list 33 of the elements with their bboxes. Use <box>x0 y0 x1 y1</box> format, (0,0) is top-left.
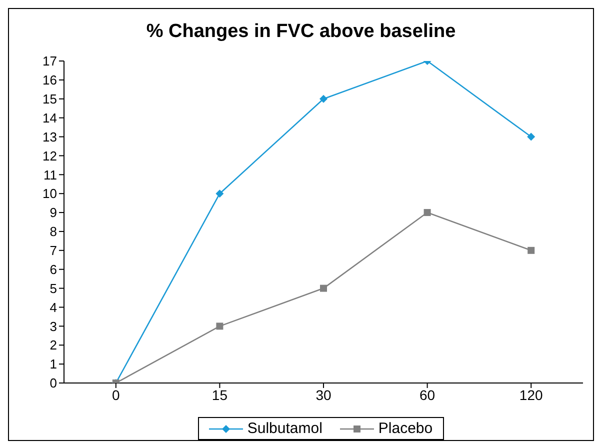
x-tick-label: 15 <box>212 386 228 403</box>
point <box>320 284 327 292</box>
point <box>216 190 224 198</box>
y-tick-label: 6 <box>50 262 57 277</box>
y-tick-label: 16 <box>42 72 57 88</box>
x-tick-label: 30 <box>316 386 332 403</box>
point <box>424 209 431 216</box>
y-tick-label: 15 <box>42 91 57 106</box>
y-tick-label: 0 <box>50 376 57 391</box>
y-tick-label: 2 <box>50 338 57 353</box>
x-tick-label: 60 <box>420 386 436 403</box>
y-tick-label: 14 <box>42 110 57 126</box>
legend-label: Placebo <box>377 420 433 437</box>
y-tick-label: 4 <box>50 300 57 315</box>
point <box>528 246 535 254</box>
point <box>216 322 224 330</box>
y-tick-label: 3 <box>50 318 57 334</box>
x-tick-label: 120 <box>519 386 543 403</box>
point <box>527 132 536 141</box>
y-tick-label: 1 <box>50 356 57 372</box>
y-tick-label: 10 <box>42 186 57 202</box>
y-tick-label: 9 <box>50 205 57 220</box>
y-tick-label: 17 <box>42 54 57 69</box>
chart-title: % Changes in FVC above baseline <box>145 20 457 44</box>
y-tick-label: 13 <box>42 129 57 144</box>
point <box>320 94 328 103</box>
x-tick-label: 0 <box>112 386 120 403</box>
legend-label: Sulbutamol <box>246 420 322 437</box>
y-tick-label: 5 <box>50 280 57 296</box>
y-tick-label: 7 <box>50 243 57 258</box>
y-tick-label: 8 <box>50 224 57 240</box>
y-tick-label: 11 <box>44 167 57 182</box>
y-tick-label: 12 <box>42 148 57 164</box>
